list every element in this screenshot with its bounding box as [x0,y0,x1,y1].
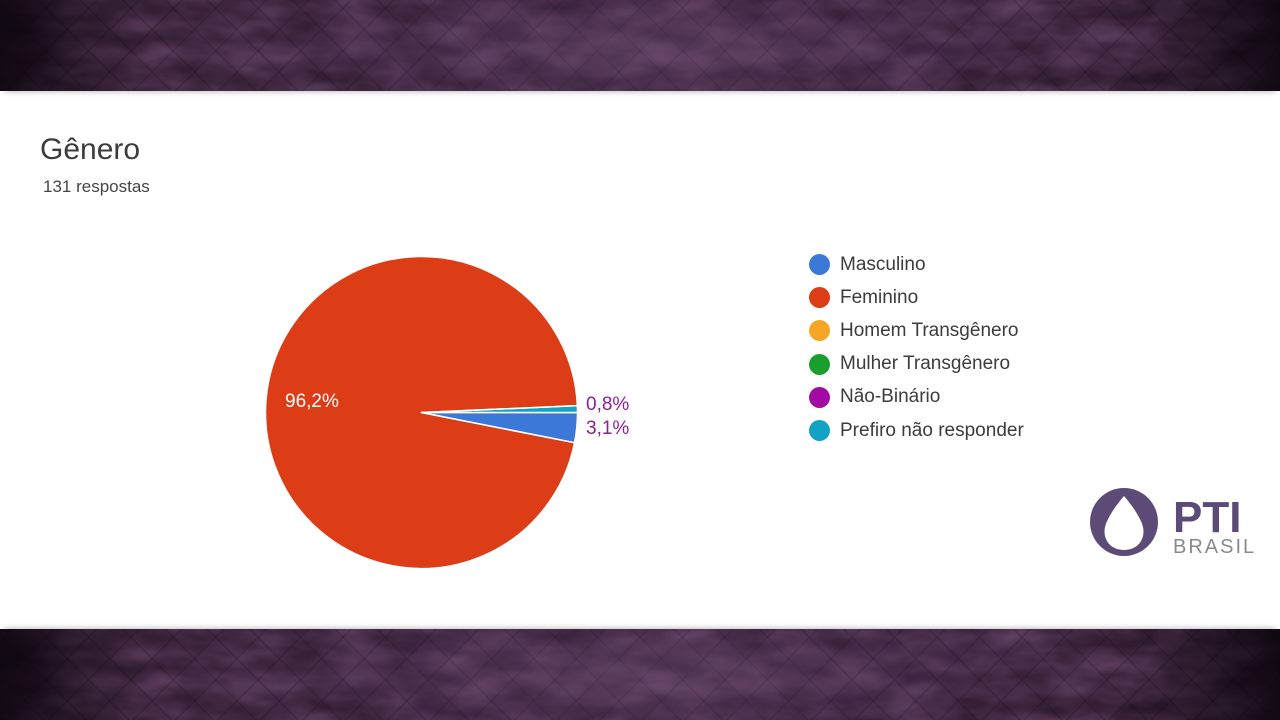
svg-text:PTI: PTI [1173,493,1241,542]
svg-text:BRASIL: BRASIL [1173,536,1256,558]
